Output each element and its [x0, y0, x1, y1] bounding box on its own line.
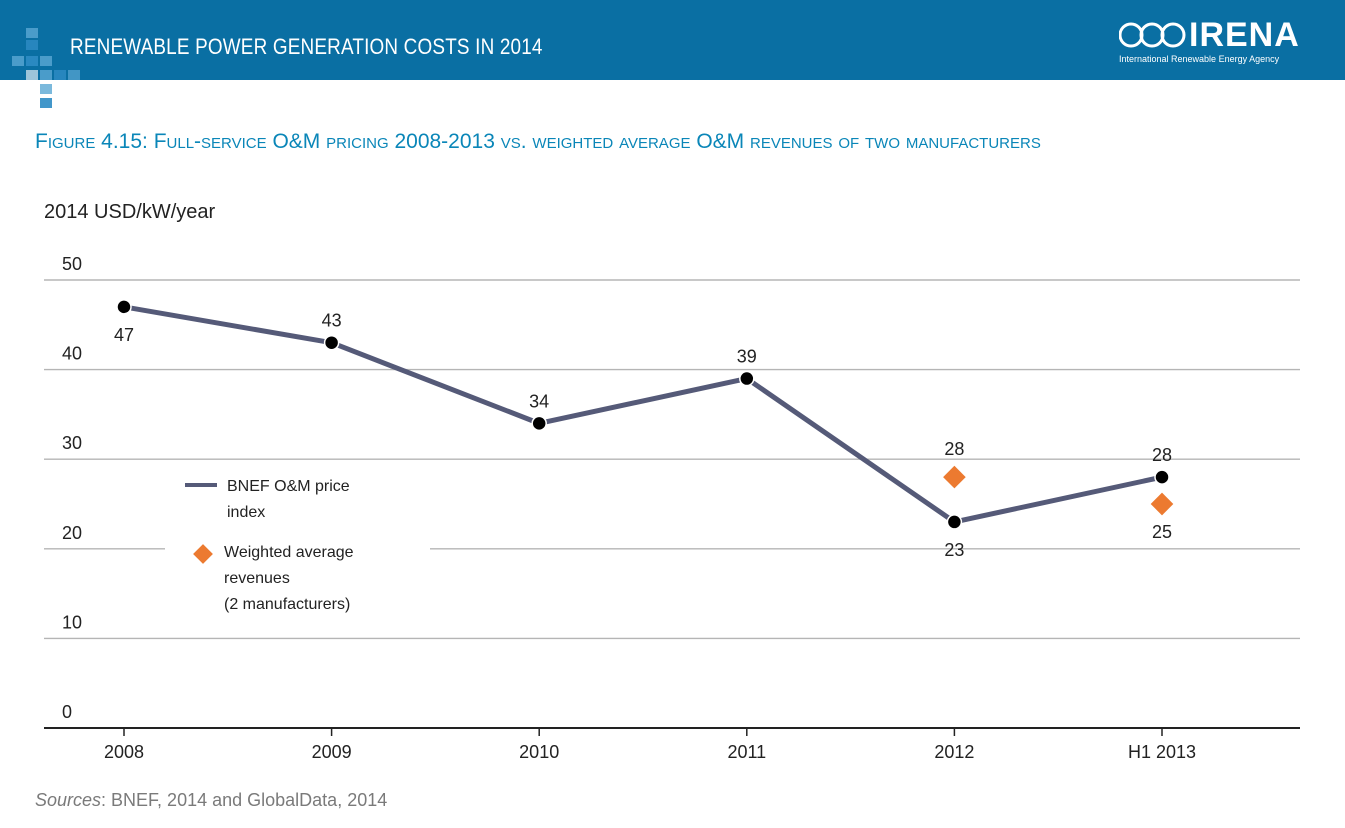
- source-label: Sources: [35, 790, 102, 810]
- y-tick-label-0: 0: [62, 702, 72, 722]
- chart-legend: BNEF O&M price index Weighted average re…: [165, 463, 430, 623]
- bnef-point-2: [531, 415, 547, 432]
- bnef-point-0: [116, 299, 132, 315]
- report-title: RENEWABLE POWER GENERATION COSTS IN 2014: [70, 34, 543, 59]
- x-tick-label-0: 2008: [104, 742, 144, 762]
- bnef-data-label-2: 34: [529, 391, 549, 411]
- bnef-data-label-5: 28: [1152, 445, 1172, 465]
- source-note: Sources: BNEF, 2014 and GlobalData, 2014: [35, 790, 387, 811]
- legend-background: [165, 463, 430, 623]
- y-axis-label: 2014 USD/kW/year: [44, 201, 216, 223]
- bnef-data-label-0: 47: [114, 325, 134, 345]
- bnef-point-1: [323, 334, 340, 351]
- x-tick-label-4: 2012: [934, 742, 974, 762]
- legend-entry-1-line-1: BNEF O&M price: [227, 478, 350, 495]
- revenue-data-label-5: 25: [1152, 522, 1172, 542]
- x-tick-label-3: 2011: [727, 742, 766, 762]
- bnef-point-3: [739, 370, 755, 387]
- y-tick-label-30: 30: [62, 433, 82, 453]
- source-text: : BNEF, 2014 and GlobalData, 2014: [101, 790, 388, 810]
- x-tick-label-5: H1 2013: [1128, 742, 1196, 762]
- legend-entry-2-line-3: (2 manufacturers): [224, 596, 350, 613]
- y-tick-label-20: 20: [62, 523, 82, 543]
- brand-subtitle: International Renewable Energy Agency: [1119, 54, 1280, 64]
- legend-entry-2-line-2: revenues: [224, 570, 290, 587]
- header-banner: RENEWABLE POWER GENERATION COSTS IN 2014…: [0, 0, 1345, 80]
- bnef-point-5: [1154, 469, 1170, 485]
- revenue-diamond-4: [943, 465, 966, 489]
- bnef-data-label-4: 23: [944, 540, 964, 560]
- x-tick-label-2: 2010: [519, 742, 559, 762]
- bnef-data-label-3: 39: [737, 347, 757, 367]
- bnef-point-4: [946, 514, 963, 530]
- y-tick-label-50: 50: [62, 254, 82, 274]
- decorative-squares: [12, 28, 80, 108]
- x-tick-label-1: 2009: [312, 742, 352, 762]
- y-tick-label-40: 40: [62, 344, 82, 364]
- globe-logo-icon: [1119, 22, 1186, 48]
- y-tick-label-10: 10: [62, 612, 82, 632]
- legend-entry-1-line-2: index: [227, 504, 265, 521]
- irena-logo: IRENA International Renewable Energy Age…: [1119, 16, 1309, 68]
- revenue-data-label-4: 28: [944, 439, 964, 459]
- figure-title: Figure 4.15: Full-service O&M pricing 20…: [35, 130, 1041, 153]
- om-pricing-chart: 2014 USD/kW/year 0 10 20 30 40 50 2008 2009 2010…: [44, 201, 1300, 762]
- brand-name: IRENA: [1189, 16, 1300, 54]
- legend-entry-2-line-1: Weighted average: [224, 544, 354, 561]
- revenue-diamond-5: [1150, 492, 1174, 516]
- bnef-data-label-1: 43: [322, 311, 342, 331]
- series-line-bnef: [123, 304, 1163, 525]
